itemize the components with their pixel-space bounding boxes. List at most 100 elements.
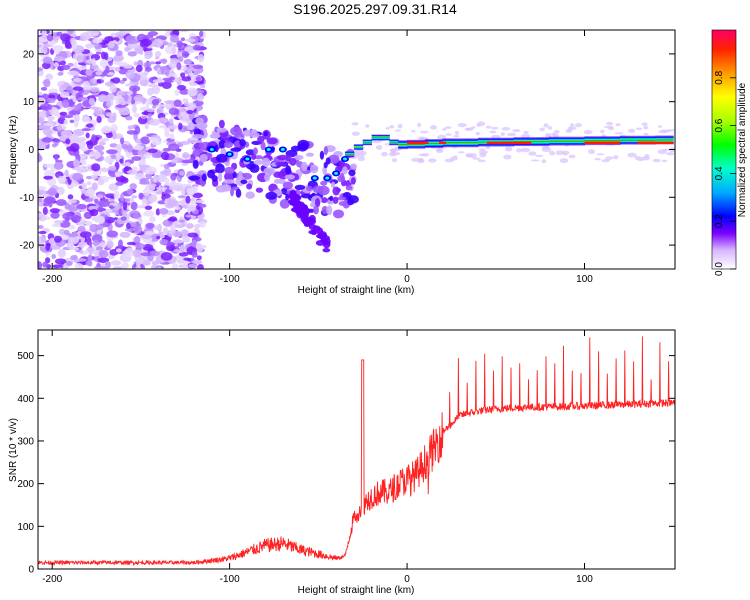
colorbar: 0.0 0.2 0.4 0.6 0.8 Normalized spectral ampl… bbox=[711, 29, 748, 276]
noise-blob bbox=[178, 219, 186, 223]
noise-blob bbox=[67, 224, 76, 230]
transition-blob bbox=[195, 117, 204, 125]
noise-blob bbox=[152, 104, 157, 109]
halo-blob bbox=[391, 158, 398, 163]
noise-blob bbox=[90, 106, 100, 110]
noise-blob bbox=[105, 132, 113, 139]
noise-blob bbox=[169, 76, 175, 81]
halo-blob bbox=[627, 152, 637, 158]
noise-blob bbox=[99, 138, 110, 142]
noise-blob bbox=[147, 83, 158, 88]
halo-blob bbox=[506, 132, 517, 137]
noise-blob bbox=[185, 223, 194, 229]
noise-blob bbox=[76, 55, 84, 63]
noise-blob bbox=[38, 214, 47, 222]
spectrogram-y-ticks: -20 -10 0 10 20 bbox=[20, 49, 675, 252]
noise-blob bbox=[187, 87, 198, 97]
noise-blob bbox=[132, 87, 137, 96]
noise-blob bbox=[108, 40, 115, 49]
noise-blob bbox=[165, 46, 177, 55]
halo-blob bbox=[606, 121, 614, 126]
noise-blob bbox=[133, 61, 138, 66]
halo-blob bbox=[357, 156, 366, 162]
noise-blob bbox=[173, 99, 182, 108]
halo-blob bbox=[450, 156, 458, 161]
noise-blob bbox=[46, 115, 56, 121]
noise-blob bbox=[64, 40, 72, 49]
noise-blob bbox=[137, 149, 147, 156]
noise-blob bbox=[131, 149, 141, 156]
halo-blob bbox=[470, 126, 476, 129]
halo-blob bbox=[444, 126, 452, 129]
halo-blob bbox=[454, 130, 459, 135]
noise-blob bbox=[42, 261, 48, 268]
colorbar-tick-label: 0.6 bbox=[714, 118, 725, 132]
noise-blob bbox=[151, 139, 162, 146]
halo-blob bbox=[520, 147, 531, 153]
noise-blob bbox=[142, 243, 154, 251]
transition-blob bbox=[260, 141, 266, 151]
noise-blob bbox=[84, 189, 95, 197]
noise-blob bbox=[155, 56, 160, 60]
noise-blob bbox=[95, 70, 103, 76]
noise-blob bbox=[151, 238, 159, 242]
noise-blob bbox=[105, 92, 116, 102]
transition-blob bbox=[248, 132, 260, 138]
halo-blob bbox=[389, 125, 395, 129]
halo-blob bbox=[428, 158, 437, 163]
halo-blob bbox=[457, 122, 467, 128]
transition-blob bbox=[313, 205, 320, 215]
noise-blob bbox=[164, 132, 171, 138]
noise-blob bbox=[45, 242, 51, 252]
noise-blob bbox=[185, 38, 196, 43]
transition-blob bbox=[312, 185, 324, 194]
noise-blob bbox=[180, 37, 186, 42]
halo-blob bbox=[394, 129, 402, 132]
noise-blob bbox=[160, 66, 165, 75]
noise-blob bbox=[158, 117, 169, 124]
noise-blob bbox=[45, 73, 54, 81]
noise-blob bbox=[151, 98, 160, 106]
transition-blob bbox=[275, 162, 287, 167]
transition-blob bbox=[350, 163, 358, 170]
spectrogram-x-tick-label: -100 bbox=[220, 274, 240, 285]
halo-blob bbox=[569, 126, 577, 130]
noise-blob bbox=[72, 86, 84, 91]
noise-blob bbox=[73, 75, 81, 79]
noise-blob bbox=[96, 194, 104, 199]
arm-blob bbox=[318, 235, 325, 240]
transition-blob bbox=[192, 134, 204, 139]
noise-blob bbox=[43, 163, 56, 168]
noise-blob bbox=[134, 259, 144, 263]
halo-blob bbox=[397, 123, 403, 129]
colorbar-tick-label: 0.8 bbox=[714, 70, 725, 84]
noise-blob bbox=[179, 141, 191, 145]
noise-blob bbox=[62, 212, 74, 221]
noise-blob bbox=[92, 170, 102, 176]
transition-blob bbox=[300, 161, 308, 172]
noise-blob bbox=[130, 222, 138, 228]
transition-blob bbox=[257, 135, 265, 143]
noise-blob bbox=[121, 30, 134, 33]
noise-blob bbox=[187, 258, 192, 262]
noise-blob bbox=[98, 141, 106, 146]
transition-blob bbox=[199, 153, 208, 163]
noise-blob bbox=[148, 194, 158, 203]
noise-blob bbox=[127, 44, 140, 49]
noise-blob bbox=[58, 228, 66, 235]
noise-blob bbox=[73, 166, 81, 170]
transition-blob bbox=[284, 174, 296, 180]
noise-blob bbox=[47, 104, 52, 110]
noise-blob bbox=[63, 114, 74, 119]
transition-blob bbox=[216, 127, 227, 133]
transition-blob bbox=[251, 153, 257, 160]
noise-blob bbox=[66, 85, 74, 94]
transition-blob bbox=[215, 184, 227, 193]
noise-blob bbox=[143, 61, 152, 69]
noise-blob bbox=[53, 161, 64, 170]
noise-blob bbox=[106, 99, 112, 108]
noise-blob bbox=[135, 173, 141, 177]
snr-y-tick-label: 200 bbox=[17, 479, 34, 490]
noise-blob bbox=[65, 261, 73, 266]
noise-blob bbox=[119, 231, 131, 238]
